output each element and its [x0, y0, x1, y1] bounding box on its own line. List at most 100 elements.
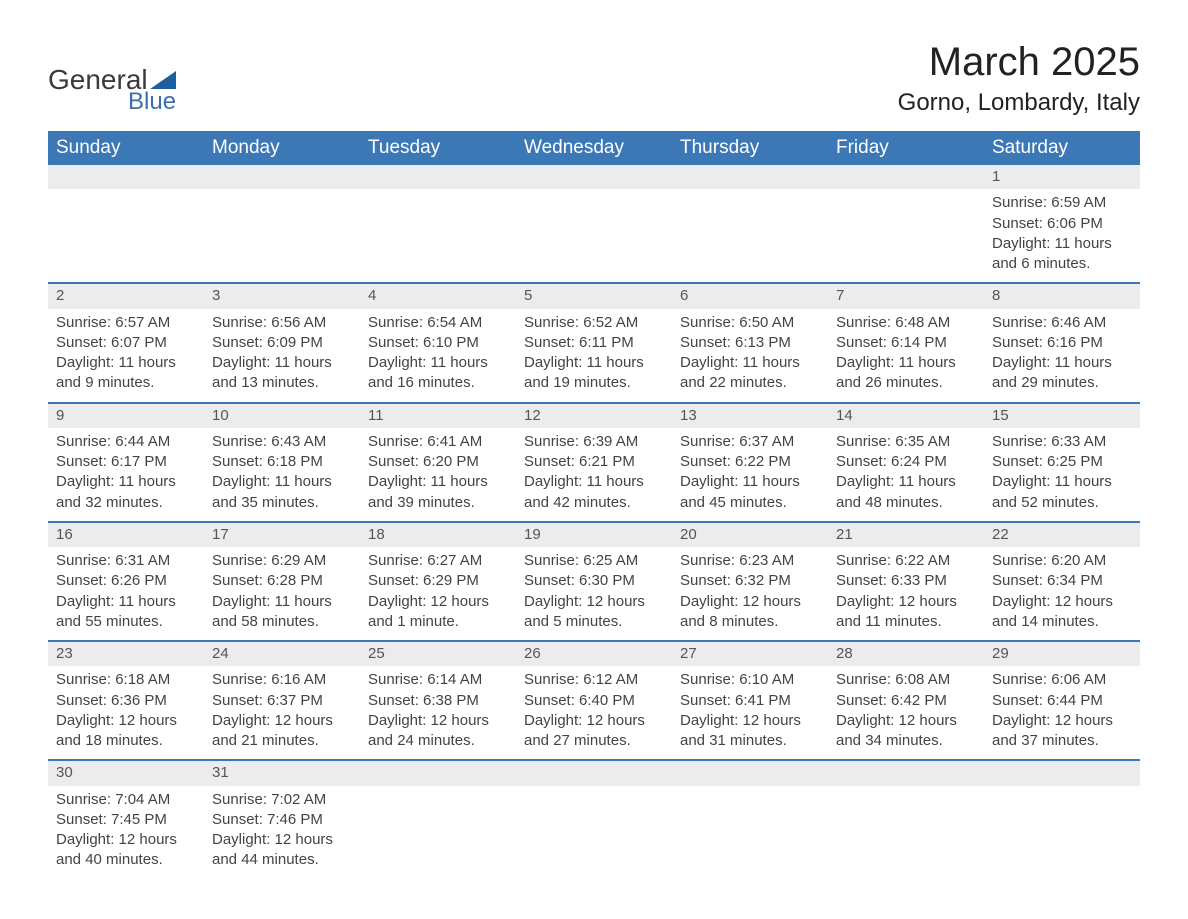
sunrise-text: Sunrise: 6:59 AM [992, 193, 1132, 213]
sunset-text: Sunset: 6:22 PM [680, 452, 820, 472]
daylight-text: Daylight: 11 hours and 29 minutes. [992, 353, 1132, 394]
daylight-text: Daylight: 11 hours and 26 minutes. [836, 353, 976, 394]
day-number-cell: 14 [828, 403, 984, 428]
sunset-text: Sunset: 6:21 PM [524, 452, 664, 472]
sunrise-text: Sunrise: 6:22 AM [836, 551, 976, 571]
daylight-text: Daylight: 12 hours and 40 minutes. [56, 830, 196, 871]
day-detail-cell: Sunrise: 6:39 AMSunset: 6:21 PMDaylight:… [516, 428, 672, 522]
day-number-cell [360, 760, 516, 785]
weekday-header: Sunday [48, 131, 204, 165]
page-subtitle: Gorno, Lombardy, Italy [898, 89, 1140, 117]
sunrise-text: Sunrise: 6:23 AM [680, 551, 820, 571]
sunrise-text: Sunrise: 7:02 AM [212, 790, 352, 810]
sunset-text: Sunset: 6:25 PM [992, 452, 1132, 472]
sunset-text: Sunset: 6:28 PM [212, 571, 352, 591]
day-number-cell: 16 [48, 522, 204, 547]
sunset-text: Sunset: 6:11 PM [524, 333, 664, 353]
day-detail-cell [360, 786, 516, 879]
weekday-header: Thursday [672, 131, 828, 165]
day-detail-cell: Sunrise: 6:50 AMSunset: 6:13 PMDaylight:… [672, 309, 828, 403]
day-number-cell: 17 [204, 522, 360, 547]
day-detail-cell [360, 189, 516, 283]
sunrise-text: Sunrise: 6:57 AM [56, 313, 196, 333]
sunrise-text: Sunrise: 6:44 AM [56, 432, 196, 452]
sunset-text: Sunset: 6:24 PM [836, 452, 976, 472]
day-number-cell: 29 [984, 641, 1140, 666]
daylight-text: Daylight: 12 hours and 31 minutes. [680, 711, 820, 752]
sunset-text: Sunset: 6:44 PM [992, 691, 1132, 711]
day-detail-cell: Sunrise: 6:46 AMSunset: 6:16 PMDaylight:… [984, 309, 1140, 403]
day-number-cell: 24 [204, 641, 360, 666]
sunrise-text: Sunrise: 6:10 AM [680, 670, 820, 690]
brand-logo: General Blue [48, 64, 176, 116]
day-detail-cell: Sunrise: 6:54 AMSunset: 6:10 PMDaylight:… [360, 309, 516, 403]
day-number-cell [204, 165, 360, 189]
sunset-text: Sunset: 6:18 PM [212, 452, 352, 472]
day-detail-cell [516, 786, 672, 879]
daylight-text: Daylight: 11 hours and 35 minutes. [212, 472, 352, 513]
page-header: General Blue March 2025 Gorno, Lombardy,… [48, 40, 1140, 117]
day-number-cell: 31 [204, 760, 360, 785]
daylight-text: Daylight: 11 hours and 45 minutes. [680, 472, 820, 513]
daylight-text: Daylight: 11 hours and 48 minutes. [836, 472, 976, 513]
page-title: March 2025 [898, 40, 1140, 85]
sunset-text: Sunset: 6:26 PM [56, 571, 196, 591]
daylight-text: Daylight: 11 hours and 16 minutes. [368, 353, 508, 394]
sunrise-text: Sunrise: 6:31 AM [56, 551, 196, 571]
sunrise-text: Sunrise: 6:33 AM [992, 432, 1132, 452]
day-number-cell: 3 [204, 283, 360, 308]
day-detail-cell: Sunrise: 6:33 AMSunset: 6:25 PMDaylight:… [984, 428, 1140, 522]
day-number-cell [516, 165, 672, 189]
day-detail-cell [672, 786, 828, 879]
sunrise-text: Sunrise: 7:04 AM [56, 790, 196, 810]
daylight-text: Daylight: 12 hours and 37 minutes. [992, 711, 1132, 752]
calendar-body: 1 Sunrise: 6:59 AMSunset: 6:06 PMDayligh… [48, 165, 1140, 879]
calendar-detail-row: Sunrise: 6:44 AMSunset: 6:17 PMDaylight:… [48, 428, 1140, 522]
day-number-cell: 10 [204, 403, 360, 428]
day-number-cell: 5 [516, 283, 672, 308]
daylight-text: Daylight: 11 hours and 6 minutes. [992, 234, 1132, 275]
day-number-cell: 11 [360, 403, 516, 428]
day-number-cell [828, 165, 984, 189]
weekday-header: Friday [828, 131, 984, 165]
weekday-header: Wednesday [516, 131, 672, 165]
sunset-text: Sunset: 6:14 PM [836, 333, 976, 353]
day-number-cell: 25 [360, 641, 516, 666]
sunrise-text: Sunrise: 6:12 AM [524, 670, 664, 690]
sunset-text: Sunset: 6:40 PM [524, 691, 664, 711]
sunrise-text: Sunrise: 6:18 AM [56, 670, 196, 690]
day-detail-cell [984, 786, 1140, 879]
sunrise-text: Sunrise: 6:16 AM [212, 670, 352, 690]
day-detail-cell: Sunrise: 6:56 AMSunset: 6:09 PMDaylight:… [204, 309, 360, 403]
day-number-cell: 6 [672, 283, 828, 308]
calendar-daynum-row: 23242526272829 [48, 641, 1140, 666]
sunrise-text: Sunrise: 6:14 AM [368, 670, 508, 690]
day-detail-cell: Sunrise: 6:14 AMSunset: 6:38 PMDaylight:… [360, 666, 516, 760]
brand-name-2: Blue [128, 88, 176, 116]
day-number-cell: 27 [672, 641, 828, 666]
sunrise-text: Sunrise: 6:43 AM [212, 432, 352, 452]
sunrise-text: Sunrise: 6:20 AM [992, 551, 1132, 571]
weekday-header: Monday [204, 131, 360, 165]
sunset-text: Sunset: 6:17 PM [56, 452, 196, 472]
daylight-text: Daylight: 11 hours and 19 minutes. [524, 353, 664, 394]
day-detail-cell: Sunrise: 6:08 AMSunset: 6:42 PMDaylight:… [828, 666, 984, 760]
day-detail-cell: Sunrise: 7:02 AMSunset: 7:46 PMDaylight:… [204, 786, 360, 879]
day-number-cell [984, 760, 1140, 785]
day-number-cell: 12 [516, 403, 672, 428]
calendar-daynum-row: 2345678 [48, 283, 1140, 308]
daylight-text: Daylight: 11 hours and 32 minutes. [56, 472, 196, 513]
calendar-daynum-row: 1 [48, 165, 1140, 189]
day-detail-cell: Sunrise: 6:23 AMSunset: 6:32 PMDaylight:… [672, 547, 828, 641]
day-detail-cell [828, 786, 984, 879]
day-detail-cell: Sunrise: 6:41 AMSunset: 6:20 PMDaylight:… [360, 428, 516, 522]
calendar-header-row: Sunday Monday Tuesday Wednesday Thursday… [48, 131, 1140, 165]
day-number-cell: 23 [48, 641, 204, 666]
sunrise-text: Sunrise: 6:39 AM [524, 432, 664, 452]
daylight-text: Daylight: 11 hours and 13 minutes. [212, 353, 352, 394]
day-detail-cell: Sunrise: 6:25 AMSunset: 6:30 PMDaylight:… [516, 547, 672, 641]
day-detail-cell: Sunrise: 6:37 AMSunset: 6:22 PMDaylight:… [672, 428, 828, 522]
day-detail-cell: Sunrise: 6:12 AMSunset: 6:40 PMDaylight:… [516, 666, 672, 760]
calendar-detail-row: Sunrise: 7:04 AMSunset: 7:45 PMDaylight:… [48, 786, 1140, 879]
day-number-cell: 8 [984, 283, 1140, 308]
